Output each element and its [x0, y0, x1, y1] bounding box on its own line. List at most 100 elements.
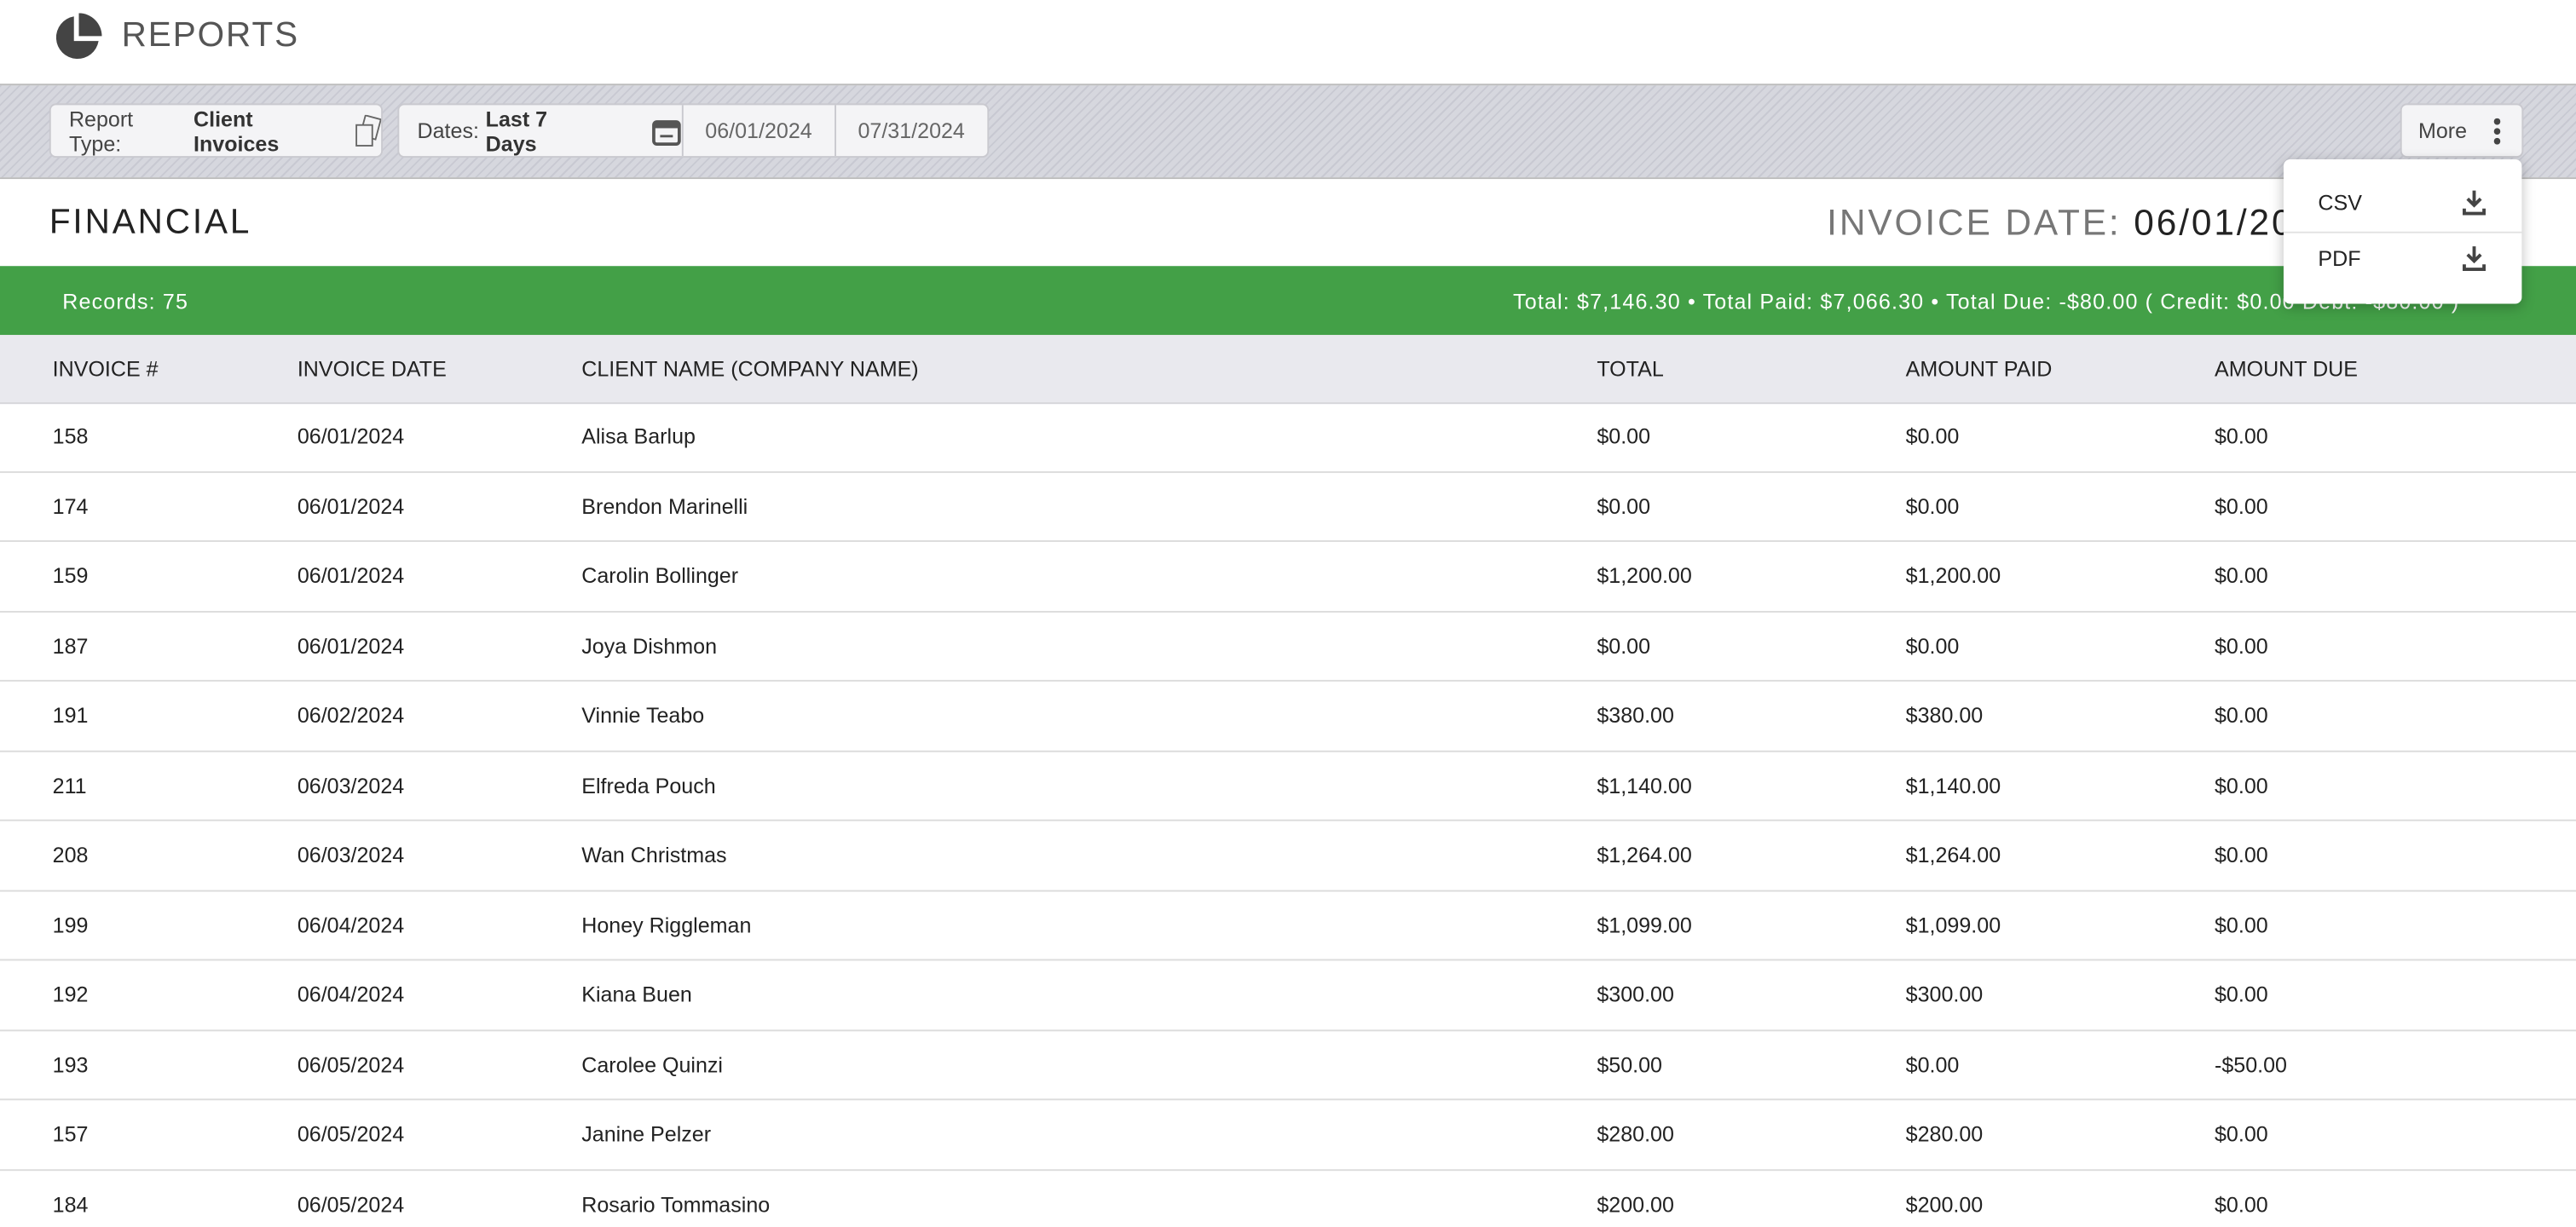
column-header[interactable]: TOTAL: [1597, 356, 1664, 382]
calendar-icon: [651, 119, 681, 146]
header-title: REPORTS: [121, 16, 300, 55]
table-cell: 06/05/2024: [297, 1121, 405, 1147]
more-label: More: [2417, 118, 2468, 143]
records-count: Records: 75: [62, 289, 189, 314]
table-row[interactable]: 192 06/04/2024 Kiana Buen $300.00 $300.00 $0.…: [0, 960, 2576, 1031]
menu-item[interactable]: CSV: [2283, 176, 2522, 233]
table-cell: $1,099.00: [1905, 912, 2001, 937]
table-row[interactable]: 157 06/05/2024 Janine Pelzer $280.00 $280.00…: [0, 1100, 2576, 1171]
table-cell: 199: [52, 912, 89, 937]
kebab-icon: [2492, 117, 2500, 144]
summary-bar: Records: 75 Total: $7,146.30 • Total Pai…: [0, 266, 2576, 336]
table-cell: Honey Riggleman: [581, 912, 752, 937]
column-header[interactable]: INVOICE DATE: [297, 356, 447, 382]
table-cell: 06/03/2024: [297, 772, 405, 798]
table-cell: 06/05/2024: [297, 1051, 405, 1077]
table-cell: 06/01/2024: [297, 563, 405, 588]
table-row[interactable]: 193 06/05/2024 Carolee Quinzi $50.00 $0.00 -$…: [0, 1030, 2576, 1101]
report-type-value: Client Invoices: [193, 106, 280, 156]
table-cell: $200.00: [1905, 1191, 1984, 1217]
table-cell: Wan Christmas: [581, 842, 727, 867]
table-cell: $0.00: [1905, 423, 1960, 449]
table-cell: Carolin Bollinger: [581, 563, 739, 588]
section-title: FINANCIAL: [49, 203, 252, 242]
dates-button[interactable]: Dates: Last 7 Days: [399, 105, 682, 156]
header: REPORTS: [0, 0, 2576, 82]
table-cell: 06/04/2024: [297, 982, 405, 1007]
table-row[interactable]: 211 06/03/2024 Elfreda Pouch $1,140.00 $1,14…: [0, 752, 2576, 821]
column-header[interactable]: AMOUNT DUE: [2215, 356, 2358, 382]
table-row[interactable]: 199 06/04/2024 Honey Riggleman $1,099.00 $1,…: [0, 891, 2576, 961]
table-cell: Vinnie Teabo: [581, 702, 705, 728]
table-cell: $0.00: [2215, 563, 2268, 588]
table-cell: 06/03/2024: [297, 842, 405, 867]
table-cell: $0.00: [1905, 1051, 1960, 1077]
table-cell: Brendon Marinelli: [581, 493, 748, 519]
export-menu: CSV PDF: [2283, 158, 2522, 304]
table-cell: $1,200.00: [1905, 563, 2001, 588]
invoice-date: INVOICE DATE: 06/01/2024: [1827, 202, 2339, 245]
table-cell: $0.00: [2215, 423, 2268, 449]
table-cell: 208: [52, 842, 89, 867]
dates-group: Dates: Last 7 Days 06/01/2024 07/31/2024: [397, 103, 990, 158]
table-cell: 192: [52, 982, 89, 1007]
table-cell: $0.00: [1597, 632, 1651, 658]
table-row[interactable]: 174 06/01/2024 Brendon Marinelli $0.00 $0.00…: [0, 472, 2576, 543]
toolbar: Report Type: Client Invoices Dates: Last 7…: [0, 84, 2576, 180]
table-row[interactable]: 184 06/05/2024 Rosario Tommasino $200.00 $20…: [0, 1170, 2576, 1226]
table-header: INVOICE # INVOICE DATE CLIENT NAME (COMPAN…: [0, 335, 2576, 405]
table-cell: $0.00: [2215, 982, 2268, 1007]
start-date[interactable]: 06/01/2024: [681, 105, 834, 157]
table-cell: Rosario Tommasino: [581, 1191, 771, 1217]
table-cell: 191: [52, 702, 89, 728]
table-row[interactable]: 158 06/01/2024 Alisa Barlup $0.00 $0.00 $0.00: [0, 402, 2576, 473]
table-row[interactable]: 191 06/02/2024 Vinnie Teabo $380.00 $380.00 $…: [0, 682, 2576, 752]
table-cell: 184: [52, 1191, 89, 1217]
table-cell: $380.00: [1905, 702, 1984, 728]
table-cell: $280.00: [1905, 1121, 1984, 1147]
table-cell: 193: [52, 1051, 89, 1077]
reports-icon: [55, 13, 102, 60]
invoice-date-label: INVOICE DATE:: [1827, 202, 2122, 244]
table-cell: $0.00: [2215, 493, 2268, 519]
table-cell: -$50.00: [2215, 1051, 2287, 1077]
table-cell: Elfreda Pouch: [581, 772, 716, 798]
table-cell: 06/01/2024: [297, 423, 405, 449]
table-cell: $1,140.00: [1597, 772, 1692, 798]
column-header[interactable]: INVOICE #: [52, 356, 159, 382]
dates-label: Dates:: [417, 118, 479, 143]
table-cell: $0.00: [1905, 632, 1960, 658]
table-cell: Alisa Barlup: [581, 423, 696, 449]
column-header[interactable]: CLIENT NAME (COMPANY NAME): [581, 356, 919, 382]
menu-item-label: PDF: [2318, 246, 2361, 272]
table-cell: 159: [52, 563, 89, 588]
table-cell: $300.00: [1905, 982, 1984, 1007]
table-cell: $1,264.00: [1905, 842, 2001, 867]
table-cell: $1,200.00: [1597, 563, 1692, 588]
copy-icon: [355, 113, 382, 146]
table-row[interactable]: 187 06/01/2024 Joya Dishmon $0.00 $0.00 $0.00: [0, 612, 2576, 682]
download-icon: [2463, 190, 2486, 216]
report-type-button[interactable]: Report Type: Client Invoices: [49, 103, 384, 158]
table-cell: 157: [52, 1121, 89, 1147]
end-date[interactable]: 07/31/2024: [834, 105, 987, 157]
dates-value: Last 7 Days: [485, 106, 548, 156]
more-button[interactable]: More: [2400, 103, 2524, 158]
table-cell: $50.00: [1597, 1051, 1662, 1077]
table-cell: $0.00: [2215, 1191, 2268, 1217]
table-cell: Kiana Buen: [581, 982, 692, 1007]
table-cell: $0.00: [2215, 912, 2268, 937]
table-cell: $300.00: [1597, 982, 1674, 1007]
column-header[interactable]: AMOUNT PAID: [1905, 356, 2053, 382]
table-body: 158 06/01/2024 Alisa Barlup $0.00 $0.00 $0.00…: [0, 402, 2576, 1227]
table-cell: $280.00: [1597, 1121, 1674, 1147]
table-row[interactable]: 208 06/03/2024 Wan Christmas $1,264.00 $1,26…: [0, 821, 2576, 891]
table-cell: 06/05/2024: [297, 1191, 405, 1217]
menu-item[interactable]: PDF: [2284, 232, 2521, 288]
table-row[interactable]: 159 06/01/2024 Carolin Bollinger $1,200.00 $…: [0, 542, 2576, 612]
table-cell: Carolee Quinzi: [581, 1051, 724, 1077]
table-cell: $0.00: [2215, 702, 2268, 728]
table-cell: 06/01/2024: [297, 493, 405, 519]
table-cell: 211: [52, 772, 87, 798]
